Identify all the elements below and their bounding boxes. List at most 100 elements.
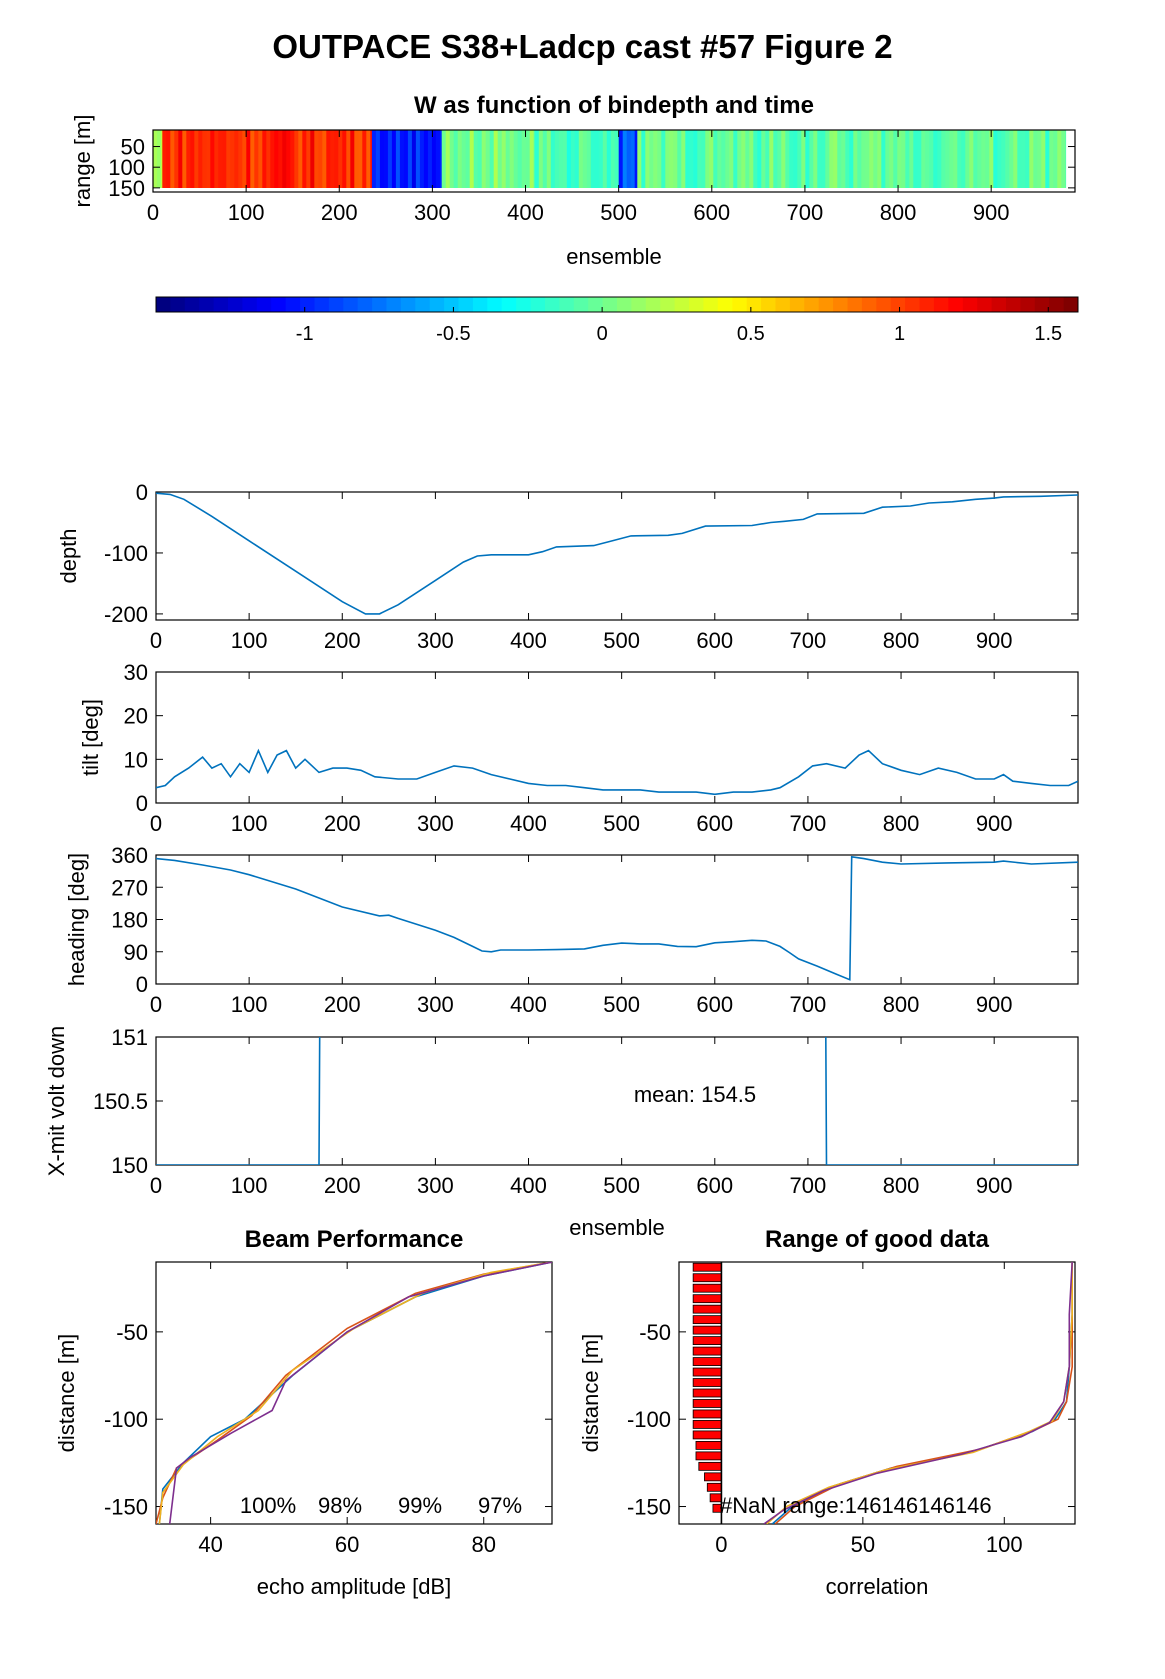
x-tick-label: 400 bbox=[510, 628, 547, 653]
w-image-frame bbox=[152, 129, 1076, 193]
w-cell bbox=[877, 130, 882, 188]
w-cell bbox=[465, 130, 471, 188]
x-tick-label: 700 bbox=[790, 1173, 827, 1198]
x-tick-label: 100 bbox=[231, 992, 268, 1017]
w-cell bbox=[153, 130, 158, 188]
w-cell bbox=[953, 130, 958, 188]
nan-bar bbox=[692, 1388, 722, 1398]
w-cell bbox=[637, 130, 642, 188]
w-cell bbox=[278, 130, 283, 188]
xmit-volt-ylabel: X-mit volt down bbox=[44, 1026, 69, 1176]
w-cell bbox=[941, 130, 946, 188]
x-tick-label: 900 bbox=[976, 992, 1013, 1017]
colorbar-cell bbox=[156, 297, 171, 312]
w-cell bbox=[753, 130, 758, 188]
w-cell bbox=[841, 130, 846, 188]
w-cell bbox=[909, 130, 914, 188]
nan-bar bbox=[692, 1325, 722, 1335]
w-cell bbox=[825, 130, 830, 188]
nan-bar bbox=[698, 1461, 722, 1471]
y-tick-label: 150.5 bbox=[93, 1089, 148, 1114]
colorbar-cell bbox=[905, 297, 921, 312]
w-cell bbox=[586, 130, 592, 188]
colorbar-cell bbox=[228, 297, 243, 312]
colorbar-cell bbox=[372, 297, 387, 312]
w-cell bbox=[266, 130, 271, 188]
x-tick-label: 900 bbox=[976, 1173, 1013, 1198]
w-cell bbox=[190, 130, 195, 188]
x-tick-label: 800 bbox=[883, 1173, 920, 1198]
colorbar-cell bbox=[199, 297, 215, 312]
w-cell bbox=[423, 130, 429, 188]
w-cell bbox=[969, 130, 974, 188]
colorbar-cell bbox=[833, 297, 848, 312]
colorbar-tick-label: 0 bbox=[597, 323, 608, 345]
w-cell bbox=[937, 130, 942, 188]
x-tick-label: 700 bbox=[790, 992, 827, 1017]
w-cell bbox=[525, 130, 531, 188]
w-cell bbox=[210, 130, 215, 188]
beam-title: Beam Performance bbox=[245, 1226, 464, 1253]
w-cell bbox=[521, 130, 527, 188]
w-cell bbox=[1049, 130, 1054, 188]
w-cell bbox=[1001, 130, 1006, 188]
w-cell bbox=[973, 130, 978, 188]
x-tick-label: 400 bbox=[510, 1173, 547, 1198]
w-cell bbox=[1005, 130, 1010, 188]
w-cell bbox=[218, 130, 223, 188]
w-cell bbox=[290, 130, 295, 188]
colorbar-cell bbox=[343, 297, 359, 312]
w-cell bbox=[318, 130, 323, 188]
w-cell bbox=[206, 130, 211, 188]
w-cell bbox=[665, 130, 670, 188]
xmit-xlabel: ensemble bbox=[569, 1215, 664, 1240]
y-tick-label: 150 bbox=[111, 1153, 148, 1178]
w-cell bbox=[226, 130, 231, 188]
colorbar-tick-label: 0.5 bbox=[737, 323, 765, 345]
colorbar-cell bbox=[487, 297, 503, 312]
colorbar-cell bbox=[761, 297, 776, 312]
y-tick-label: -100 bbox=[627, 1407, 671, 1432]
w-cell bbox=[861, 130, 866, 188]
correlation-line bbox=[771, 1262, 1073, 1524]
colorbar-frame bbox=[155, 296, 1079, 313]
x-tick-label: 300 bbox=[417, 628, 454, 653]
w-cell bbox=[737, 130, 742, 188]
colorbar-cell bbox=[544, 297, 560, 312]
colorbar-cell bbox=[559, 297, 575, 312]
w-cell bbox=[453, 130, 459, 188]
colorbar-cell bbox=[746, 297, 762, 312]
w-cell bbox=[282, 130, 287, 188]
w-cell bbox=[857, 130, 862, 188]
nan-bar bbox=[692, 1430, 722, 1440]
beam-ylabel: distance [m] bbox=[54, 1334, 79, 1453]
nan-range-annotation: #NaN range:146146146146 bbox=[720, 1493, 992, 1518]
x-tick-label: 0 bbox=[147, 200, 159, 225]
colorbar-cell bbox=[703, 297, 719, 312]
w-cell bbox=[1053, 130, 1058, 188]
w-cell bbox=[513, 130, 519, 188]
w-cell bbox=[322, 130, 327, 188]
w-cell bbox=[186, 130, 191, 188]
x-tick-label: 300 bbox=[417, 811, 454, 836]
x-tick-label: 900 bbox=[976, 811, 1013, 836]
x-tick-label: 50 bbox=[851, 1532, 875, 1557]
beam-line bbox=[156, 1262, 552, 1524]
y-tick-label: 10 bbox=[124, 747, 148, 772]
y-tick-label: -100 bbox=[104, 1407, 148, 1432]
w-cell bbox=[981, 130, 986, 188]
w-cell bbox=[517, 130, 523, 188]
nan-bar bbox=[695, 1441, 722, 1450]
w-cell bbox=[829, 130, 834, 188]
w-cell bbox=[387, 130, 393, 188]
w-cell bbox=[1041, 130, 1046, 188]
y-tick-label: -200 bbox=[104, 602, 148, 627]
w-cell bbox=[697, 130, 702, 188]
colorbar-cell bbox=[674, 297, 690, 312]
w-cell bbox=[681, 130, 686, 188]
w-cell bbox=[933, 130, 938, 188]
w-chart-title: W as function of bindepth and time bbox=[414, 92, 814, 119]
colorbar-cell bbox=[472, 297, 488, 312]
colorbar-cell bbox=[415, 297, 431, 312]
w-cell bbox=[1057, 130, 1062, 188]
